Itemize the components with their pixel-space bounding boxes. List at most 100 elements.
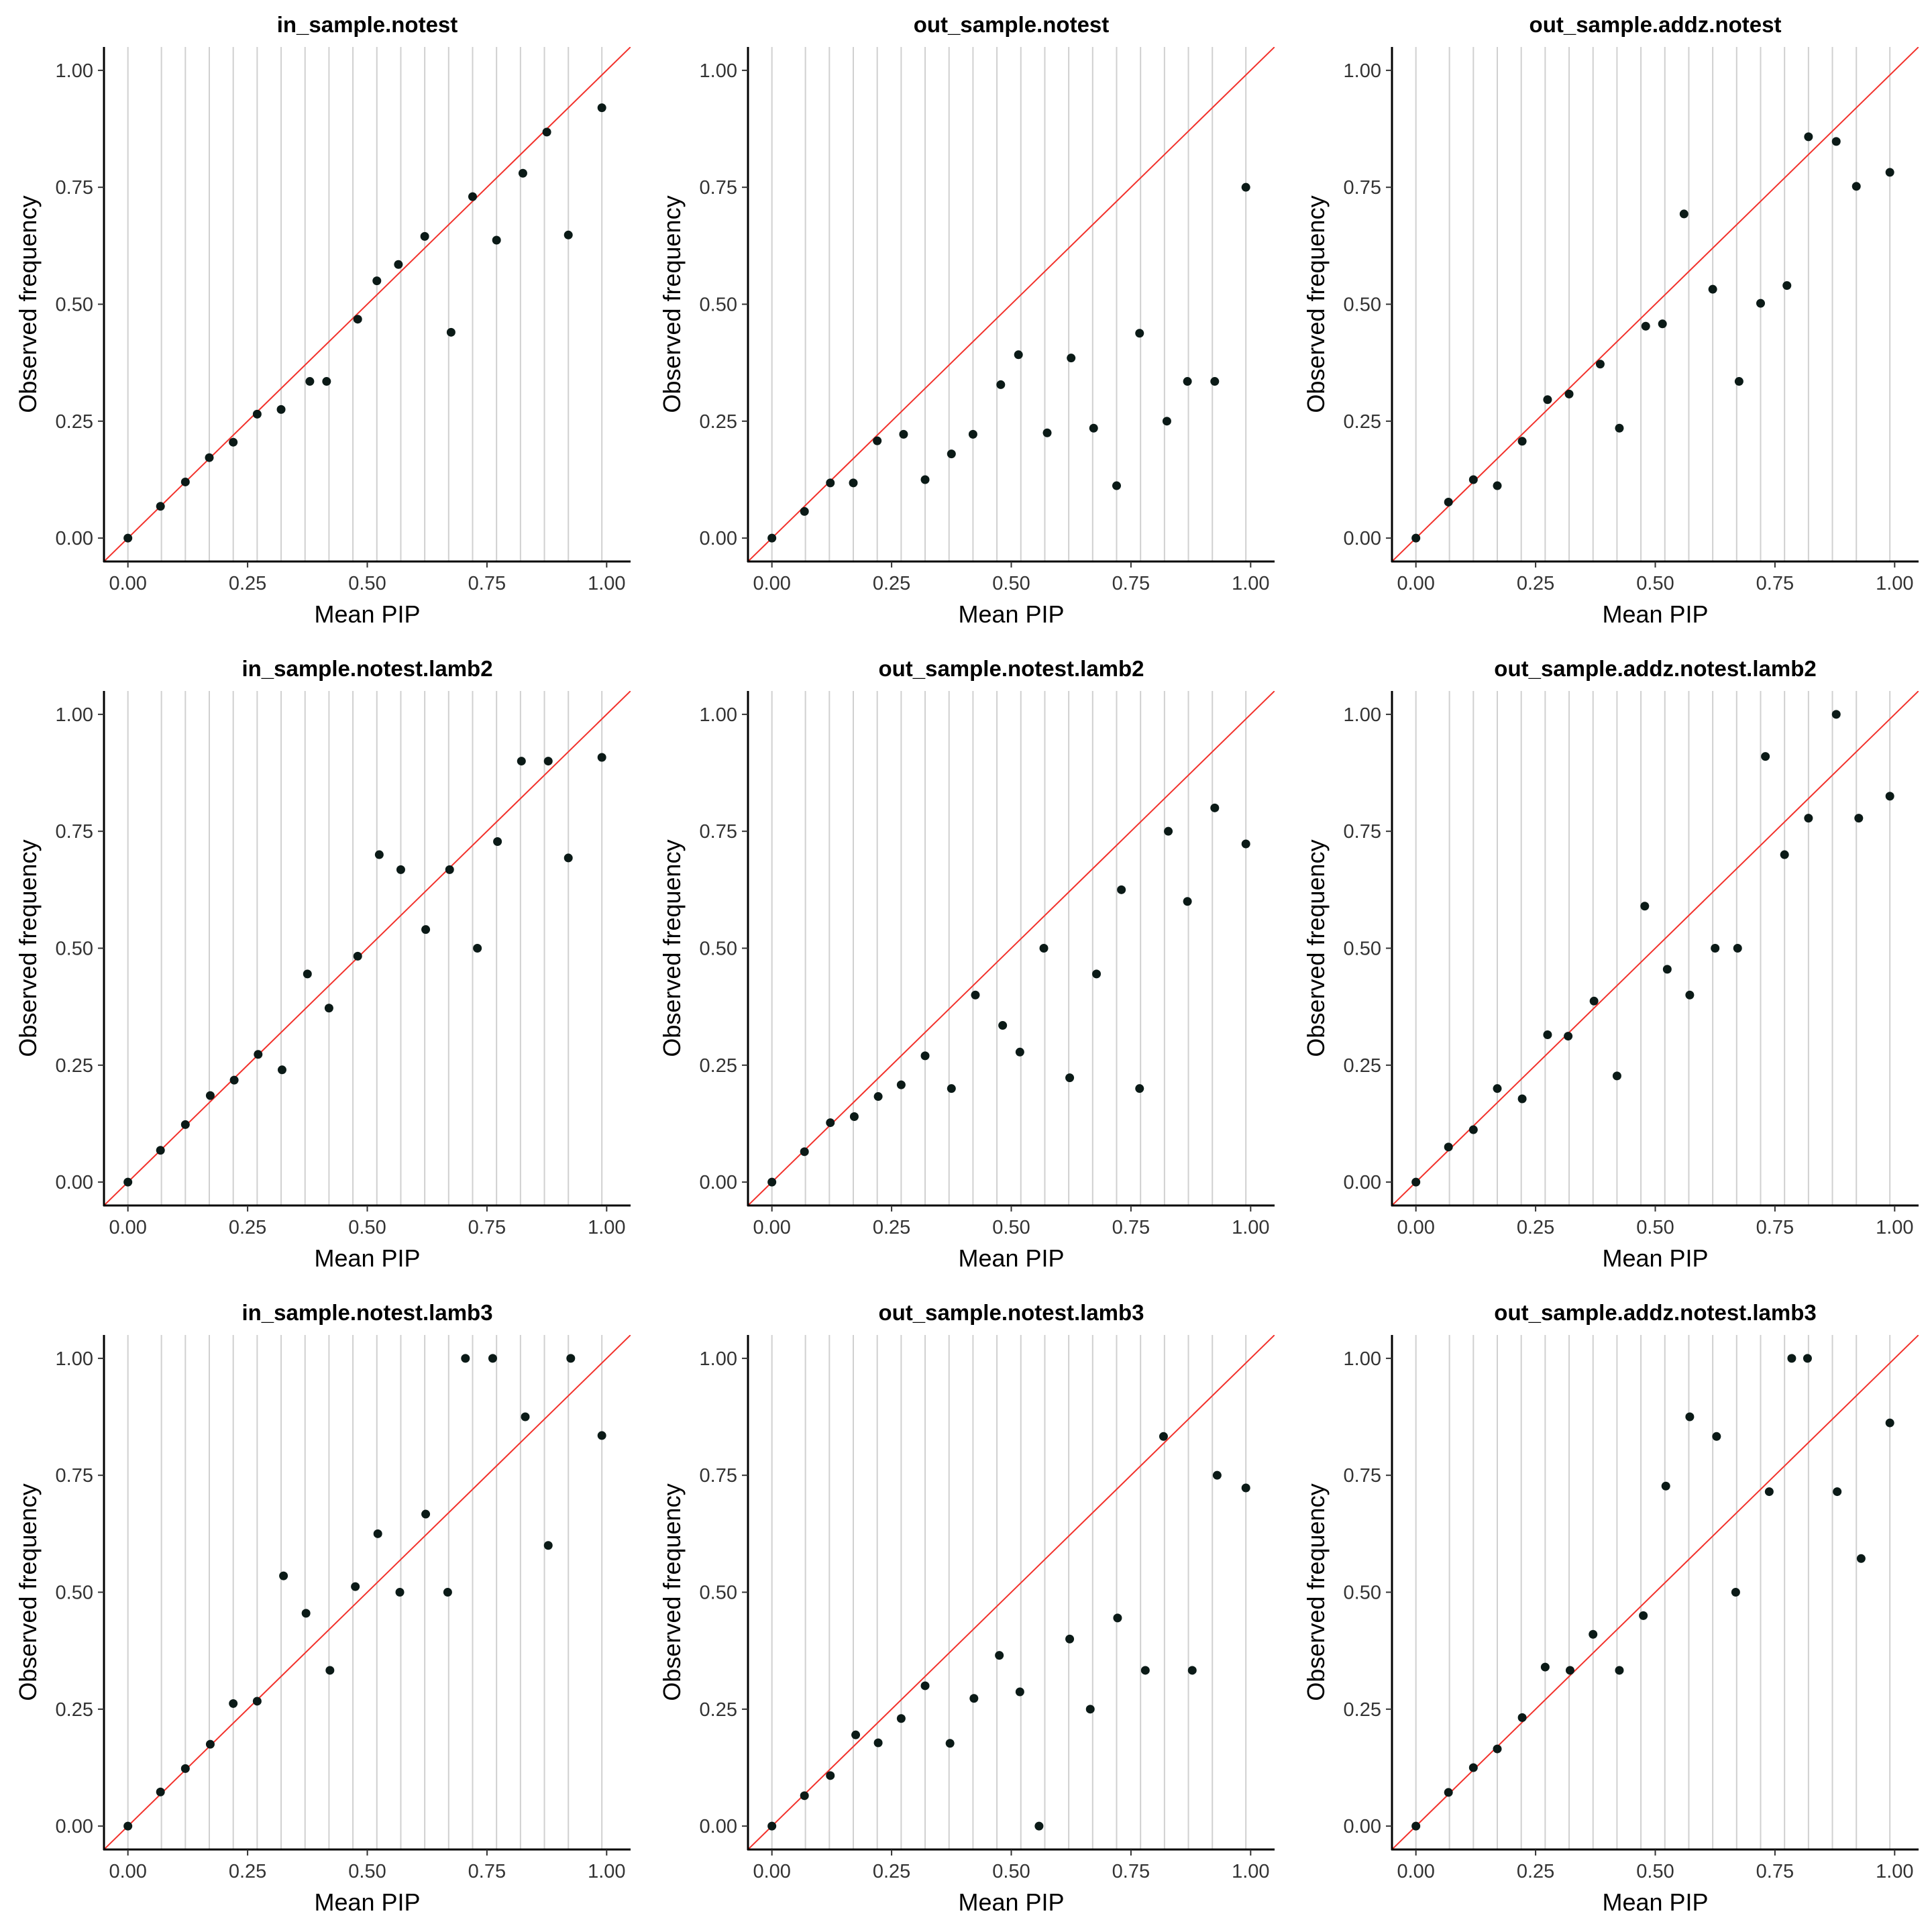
data-point: [597, 103, 606, 113]
chart-panel: 0.00 0.25 0.50 0.75 1.00 0.00 0.25 0.50 0.75 1.00…: [1288, 1288, 1932, 1932]
data-point: [920, 475, 930, 484]
data-point: [1831, 710, 1841, 719]
y-tick-label: 0.00: [56, 1172, 93, 1193]
y-tick-label: 1.00: [1344, 704, 1381, 726]
data-point: [920, 1051, 930, 1061]
y-tick-label: 0.75: [700, 1465, 737, 1487]
data-point: [1092, 969, 1102, 979]
x-axis-label: Mean PIP: [958, 1244, 1064, 1272]
x-axis-label: Mean PIP: [314, 600, 420, 628]
y-tick-label: 0.00: [1344, 1172, 1381, 1193]
data-point: [1411, 533, 1421, 543]
chart-panel: 0.00 0.25 0.50 0.75 1.00 0.00 0.25 0.50 0.75 1.00…: [644, 644, 1288, 1288]
data-points: [1411, 132, 1894, 543]
data-point: [123, 1177, 133, 1187]
data-point: [1162, 417, 1171, 426]
y-tick-label: 0.75: [1344, 177, 1381, 199]
x-tick-label: 0.00: [1397, 573, 1434, 594]
x-axis-label: Mean PIP: [958, 600, 1064, 628]
x-tick-label: 0.25: [229, 1217, 266, 1238]
y-tick-label: 0.25: [56, 1055, 93, 1077]
chart-panel: 0.00 0.25 0.50 0.75 1.00 0.00 0.25 0.50 0.75 1.00…: [1288, 0, 1932, 644]
x-tick-label: 0.50: [348, 1217, 386, 1238]
data-point: [372, 276, 382, 286]
data-point: [1787, 1354, 1796, 1363]
y-tick-label: 0.00: [700, 528, 737, 549]
data-point: [826, 1771, 835, 1780]
x-tick-label: 1.00: [1232, 1861, 1269, 1882]
data-point: [1639, 1611, 1648, 1620]
data-point: [394, 260, 403, 269]
y-axis-label: Observed frequency: [658, 195, 686, 413]
data-point: [353, 951, 362, 961]
data-point: [800, 1791, 809, 1801]
x-tick-label: 0.00: [753, 1217, 790, 1238]
data-point: [1685, 1412, 1695, 1421]
x-tick-label: 0.75: [468, 573, 506, 594]
chart-panel: 0.00 0.25 0.50 0.75 1.00 0.00 0.25 0.50 0.75 1.00…: [0, 644, 644, 1288]
data-point: [1517, 437, 1527, 446]
gridlines: [771, 1335, 1247, 1849]
data-point: [205, 1739, 215, 1749]
data-point: [1159, 1432, 1168, 1441]
data-point: [896, 1714, 906, 1723]
data-point: [445, 865, 454, 874]
data-point: [1241, 182, 1250, 192]
reference-line: [104, 691, 631, 1205]
data-point: [395, 1588, 405, 1597]
chart-title: in_sample.notest.lamb2: [241, 656, 492, 681]
y-tick-label: 1.00: [700, 1348, 737, 1370]
y-axis-label: Observed frequency: [1302, 195, 1330, 413]
data-point: [1241, 1483, 1250, 1493]
x-axis-label: Mean PIP: [1602, 1244, 1708, 1272]
data-point: [826, 1118, 835, 1128]
y-tick-label: 0.75: [700, 821, 737, 843]
data-point: [968, 429, 977, 439]
data-point: [543, 757, 553, 766]
data-point: [351, 1582, 360, 1591]
y-tick-label: 0.25: [700, 1699, 737, 1721]
y-axis-label: Observed frequency: [14, 195, 42, 413]
chart-svg: 0.00 0.25 0.50 0.75 1.00 0.00 0.25 0.50 0.75 1.00…: [1302, 656, 1919, 1272]
data-point: [1685, 990, 1695, 1000]
data-point: [1042, 428, 1052, 437]
x-axis-label: Mean PIP: [314, 1244, 420, 1272]
data-point: [1117, 885, 1126, 894]
data-point: [518, 168, 527, 178]
y-tick-label: 1.00: [1344, 1348, 1381, 1370]
data-point: [1468, 1763, 1478, 1772]
data-point: [1183, 377, 1192, 386]
y-tick-label: 0.50: [1344, 1582, 1381, 1604]
data-point: [1493, 1744, 1502, 1754]
chart-panel: 0.00 0.25 0.50 0.75 1.00 0.00 0.25 0.50 0.75 1.00…: [0, 1288, 644, 1932]
x-tick-label: 0.25: [873, 1217, 910, 1238]
data-points: [1411, 1354, 1894, 1831]
y-tick-label: 1.00: [1344, 60, 1381, 82]
data-point: [597, 753, 606, 762]
data-point: [1034, 1821, 1044, 1831]
y-tick-label: 0.00: [56, 1816, 93, 1837]
chart-panel: 0.00 0.25 0.50 0.75 1.00 0.00 0.25 0.50 0.75 1.00…: [644, 1288, 1288, 1932]
data-point: [1065, 1634, 1075, 1644]
data-point: [1411, 1821, 1421, 1831]
data-point: [1615, 423, 1624, 433]
data-point: [1885, 168, 1894, 177]
data-points: [767, 182, 1250, 543]
data-point: [1517, 1094, 1527, 1104]
chart-title: out_sample.addz.notest.lamb2: [1494, 656, 1816, 681]
y-axis-label: Observed frequency: [658, 1483, 686, 1701]
data-point: [1856, 1554, 1866, 1563]
y-tick-label: 0.75: [56, 1465, 93, 1487]
chart-svg: 0.00 0.25 0.50 0.75 1.00 0.00 0.25 0.50 0.75 1.00…: [1302, 12, 1919, 628]
data-points: [767, 803, 1250, 1187]
x-tick-label: 0.75: [468, 1861, 506, 1882]
data-point: [1183, 897, 1192, 906]
data-point: [947, 449, 956, 459]
data-point: [279, 1571, 288, 1580]
data-point: [517, 757, 526, 766]
gridlines: [1415, 1335, 1891, 1849]
chart-panel: 0.00 0.25 0.50 0.75 1.00 0.00 0.25 0.50 0.75 1.00…: [644, 0, 1288, 644]
chart-title: in_sample.notest.lamb3: [241, 1300, 492, 1325]
data-point: [156, 1787, 165, 1796]
data-point: [492, 235, 501, 245]
